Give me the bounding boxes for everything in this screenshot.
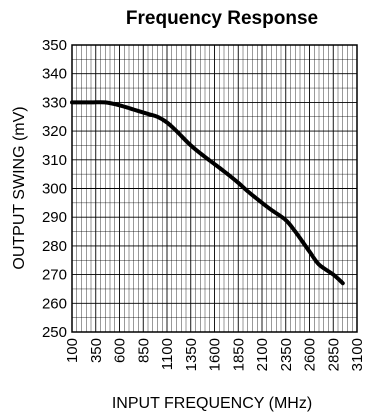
- series-line: [70, 100, 345, 286]
- x-tick-label: 350: [88, 338, 105, 363]
- x-tick-label: 1600: [207, 338, 224, 371]
- chart-title: Frequency Response: [126, 8, 318, 29]
- x-tick-label: 3100: [349, 338, 366, 371]
- x-tick-label: 2100: [254, 338, 271, 371]
- x-tick-label: 2850: [325, 338, 342, 371]
- y-axis-label: OUTPUT SWING (mV): [11, 106, 28, 269]
- x-tick-label: 1350: [183, 338, 200, 371]
- y-tick-label: 250: [42, 324, 67, 341]
- y-tick-labels: 250 260 270 280 290 300 310 320 330 340 350: [42, 37, 67, 341]
- grid: [71, 44, 358, 333]
- y-tick-label: 320: [42, 123, 67, 140]
- x-tick-label: 600: [112, 338, 129, 363]
- x-tick-label: 100: [64, 338, 81, 363]
- plot-frame: [71, 44, 358, 333]
- y-tick-label: 270: [42, 267, 67, 284]
- x-tick-label: 1850: [230, 338, 247, 371]
- x-tick-label: 1100: [159, 338, 176, 370]
- x-axis-label: INPUT FREQUENCY (MHz): [112, 395, 312, 412]
- y-tick-label: 350: [42, 37, 67, 54]
- x-tick-label: 850: [135, 338, 152, 363]
- y-tick-label: 330: [42, 94, 67, 111]
- y-tick-label: 280: [42, 238, 67, 255]
- y-tick-label: 300: [42, 181, 67, 198]
- y-tick-label: 310: [42, 152, 67, 169]
- x-tick-label: 2600: [302, 338, 319, 371]
- x-tick-labels: 100 350 600 850 1100 1350 1600 1850 2100 2350 2600…: [64, 338, 366, 371]
- y-tick-label: 340: [42, 66, 67, 83]
- y-tick-label: 290: [42, 209, 67, 226]
- y-tick-label: 260: [42, 295, 67, 312]
- x-tick-label: 2350: [278, 338, 295, 371]
